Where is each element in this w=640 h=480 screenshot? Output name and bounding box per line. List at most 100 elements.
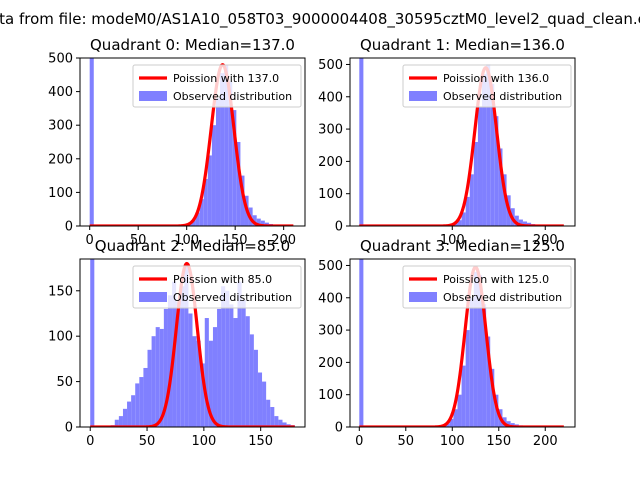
histogram-bar — [494, 116, 499, 226]
histogram-bar — [212, 327, 218, 427]
histogram-bar — [506, 421, 511, 427]
histogram-bar — [155, 327, 160, 427]
y-tick-label: 400 — [318, 90, 343, 105]
histogram-bar — [203, 178, 208, 226]
histogram-bar — [477, 275, 483, 427]
legend-label-poisson: Poission with 85.0 — [173, 273, 272, 286]
histogram-bar — [224, 64, 229, 226]
histogram-bar — [469, 174, 474, 226]
histogram-bar — [453, 409, 458, 427]
histogram-bar — [135, 383, 140, 427]
quadrant-2-title: Quadrant 2: Median=85.0 — [95, 237, 290, 255]
x-tick-label: 50 — [139, 434, 156, 449]
histogram-bar — [195, 212, 200, 226]
histogram-bar — [236, 142, 241, 226]
histogram-bar — [220, 73, 225, 226]
histogram-bar — [237, 281, 242, 427]
legend-label-poisson: Poission with 137.0 — [173, 72, 279, 85]
histogram-bar — [114, 419, 119, 427]
y-tick-label: 150 — [48, 284, 73, 299]
legend-label-poisson: Poission with 125.0 — [443, 273, 549, 286]
histogram-bar — [461, 365, 466, 427]
histogram-bar — [282, 422, 287, 427]
quadrant-2-axes-frame — [79, 258, 306, 428]
legend-hist-swatch — [139, 91, 167, 101]
histogram-bar — [122, 408, 128, 427]
histogram-bar — [502, 174, 507, 226]
x-tick-label: 200 — [533, 434, 558, 449]
x-tick-label: 150 — [248, 434, 273, 449]
y-tick-label: 100 — [48, 330, 73, 345]
y-tick-label: 100 — [318, 388, 343, 403]
histogram-bar — [473, 271, 478, 427]
histogram-bar — [449, 418, 454, 427]
histogram-bar — [131, 395, 136, 427]
histogram-bar — [159, 328, 164, 427]
histogram-bar — [151, 336, 156, 427]
x-tick-label: 100 — [440, 233, 465, 248]
histogram-bar — [127, 401, 132, 427]
x-tick-label: 50 — [130, 233, 147, 248]
y-tick-label: 200 — [318, 356, 343, 371]
histogram-bar — [270, 407, 275, 427]
histogram-bar — [457, 220, 462, 226]
histogram-bar — [143, 367, 148, 427]
histogram-bar — [486, 336, 491, 427]
x-tick-label: 0 — [86, 434, 94, 449]
histogram-bar — [240, 175, 245, 226]
quadrant-3-panel: 0 50 100 150 200 0 100 200 300 400 500 Poission wit… — [318, 237, 576, 449]
histogram-bar — [147, 349, 152, 427]
legend-label-observed: Observed distribution — [173, 90, 292, 103]
histogram-bar — [199, 199, 204, 226]
histogram-bar — [176, 301, 181, 427]
histogram-bar — [211, 125, 216, 226]
quadrant-3-axes-frame — [349, 258, 576, 428]
y-tick-label: 500 — [48, 52, 73, 67]
histogram-bar — [359, 58, 364, 226]
histogram-bar — [233, 318, 238, 427]
histogram-bar — [167, 295, 173, 427]
histogram-bar — [207, 155, 212, 226]
histogram-bar — [163, 308, 168, 427]
x-tick-label: 100 — [191, 434, 216, 449]
legend-hist-swatch — [409, 91, 437, 101]
histogram-bar — [192, 336, 197, 427]
legend-box — [402, 265, 572, 309]
legend-hist-swatch — [139, 292, 167, 302]
histogram-bar — [89, 58, 94, 226]
histogram-bar — [473, 142, 478, 226]
y-tick-label: 400 — [48, 85, 73, 100]
quadrant-1-title: Quadrant 1: Median=136.0 — [360, 36, 565, 54]
y-tick-label: 100 — [318, 187, 343, 202]
histogram-bar — [225, 290, 230, 427]
y-tick-label: 200 — [48, 152, 73, 167]
legend-box — [132, 64, 302, 108]
histogram-bar — [457, 394, 462, 427]
histogram-bar — [256, 218, 261, 226]
histogram-bar — [232, 110, 237, 226]
quadrant-1-axes-frame — [349, 57, 576, 227]
histogram-bar — [510, 423, 515, 427]
histogram-bar — [200, 363, 205, 427]
histogram-bar — [490, 83, 495, 226]
histogram-bar — [518, 219, 523, 226]
histogram-bar — [241, 299, 246, 427]
histogram-bar — [180, 286, 185, 427]
histogram-bar — [445, 423, 450, 427]
y-tick-label: 500 — [318, 259, 343, 274]
histogram-bar — [486, 64, 491, 226]
histogram-bar — [498, 148, 503, 226]
histogram-bar — [196, 340, 201, 427]
x-tick-label: 200 — [533, 233, 558, 248]
histogram-bar — [522, 221, 528, 226]
quadrant-2-panel: 0 50 100 150 0 50 100 150 Poission with 85.0 Obse… — [48, 237, 306, 449]
x-tick-label: 150 — [223, 233, 248, 248]
histogram-bar — [465, 330, 470, 427]
histogram-bar — [228, 81, 233, 226]
legend-hist-swatch — [409, 292, 437, 302]
histogram-bar — [90, 259, 95, 427]
legend-box — [132, 265, 302, 309]
quadrant-0-panel: 0 50 100 150 200 0 100 200 300 400 500 Poission wit… — [48, 36, 306, 248]
histogram-bar — [217, 308, 222, 427]
